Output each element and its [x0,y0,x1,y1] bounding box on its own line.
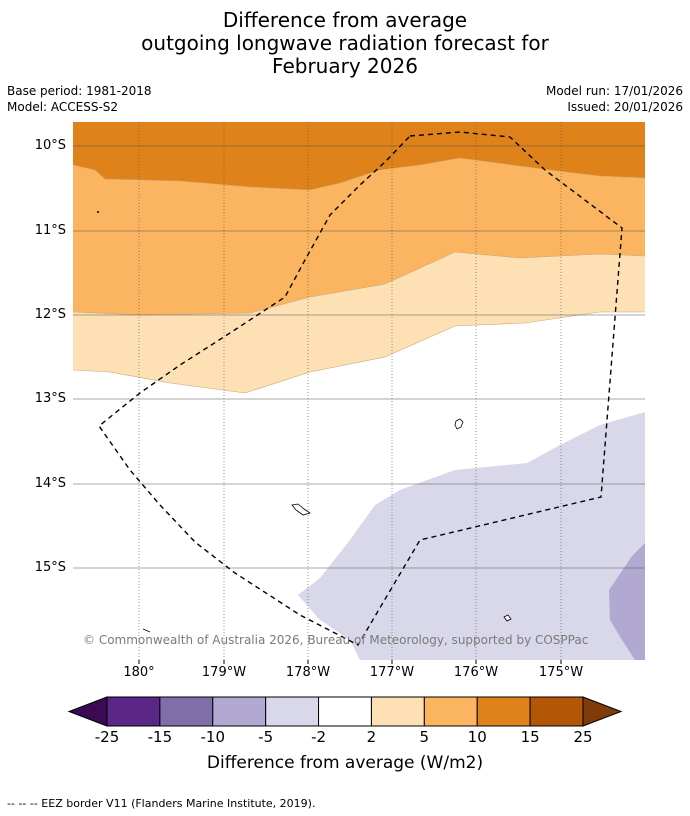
colorbar-tick: -10 [200,728,226,746]
colorbar-label: Difference from average (W/m2) [206,753,484,773]
lat-label-13s: 13°S [34,391,66,406]
colorbar-tick: -5 [258,728,274,746]
gridlines [73,145,645,569]
colorbar-tick: 5 [419,728,430,746]
colorbar-extend-low [67,696,108,727]
title-line-3: February 2026 [272,54,418,78]
lon-label-176w: 176°W [453,665,499,680]
colorbar [67,696,623,727]
colorbar-segment [265,696,320,727]
lat-label-12s: 12°S [34,307,66,322]
eez-footnote: -- -- -- EEZ border V11 (Flanders Marine… [7,797,316,810]
colorbar-segment [423,696,478,727]
model-name: Model: ACCESS-S2 [7,100,119,114]
colorbar-segment [318,696,372,727]
colorbar-tick: 2 [366,728,377,746]
colorbar-tick: -25 [94,728,120,746]
model-run: Model run: 17/01/2026 [545,84,683,98]
colorbar-segment [529,696,584,727]
colorbar-segment [370,696,425,727]
anomaly-minus5-to-minus2-region [298,412,645,660]
island-4 [142,628,151,633]
lon-label-177w: 177°W [369,665,415,680]
colorbar-segment [212,696,267,727]
contour-2 [73,311,645,394]
lat-label-11s: 11°S [34,223,66,238]
colorbar-tick: 15 [520,728,540,746]
colorbar-tick: -15 [147,728,173,746]
island-dot [97,211,99,213]
contour-5 [73,251,645,316]
title-line-2: outgoing longwave radiation forecast for [141,31,549,55]
lat-label-15s: 15°S [34,560,66,575]
contour-lines [73,157,645,394]
anomaly-minus10-to-minus5-region [609,543,645,660]
island-1 [454,418,464,430]
islands [142,418,512,633]
contour-10 [73,157,645,191]
colorbar-segment [476,696,531,727]
anomaly-10-to-15-region [73,122,645,190]
title-line-1: Difference from average [222,8,468,32]
colorbar-tick: 10 [467,728,487,746]
colorbar-tick: -2 [311,728,327,746]
lat-label-10s: 10°S [34,138,66,153]
lon-label-178w: 178°W [285,665,331,680]
colorbar-extend-high [582,696,623,727]
anomaly-2-to-5-strip [73,252,645,393]
base-period: Base period: 1981-2018 [7,84,152,98]
lat-label-14s: 14°S [34,476,66,491]
island-2 [291,503,311,516]
map-fill-layer [73,122,645,660]
lon-label-180: 180° [123,665,155,680]
colorbar-segment [106,696,161,727]
colorbar-segment [159,696,214,727]
lon-label-175w: 175°W [538,665,584,680]
lon-ticks [138,660,562,664]
island-3 [503,614,512,622]
lon-label-179w: 179°W [201,665,247,680]
eez-border [98,131,623,646]
colorbar-tick: 25 [573,728,593,746]
issued-date: Issued: 20/01/2026 [567,100,683,114]
copyright-notice: © Commonwealth of Australia 2026, Bureau… [83,633,589,647]
